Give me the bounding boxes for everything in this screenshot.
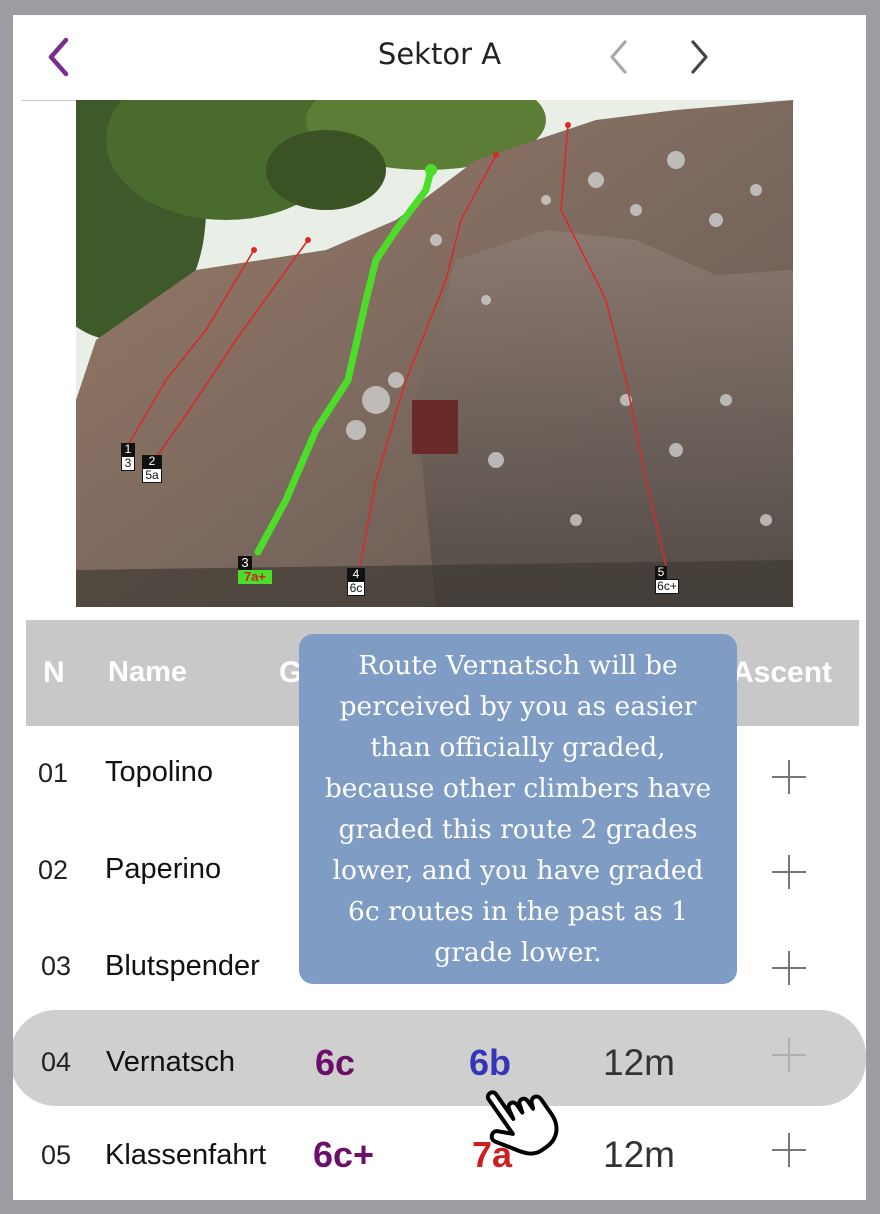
table-row[interactable]: 05 Klassenfahrt 6c+ 7a 12m — [13, 1106, 866, 1200]
perceived-grade-tooltip: Route Vernatsch will be perceived by you… — [299, 634, 737, 984]
tooltip-line: perceived by you as easier — [339, 691, 697, 722]
route-length: 12m — [603, 1134, 675, 1175]
app-screen: Sektor A — [13, 15, 866, 1200]
chevron-left-icon — [610, 40, 627, 74]
topo-label-route-5[interactable]: 5 6c+ — [655, 566, 679, 594]
route-number: 01 — [38, 758, 69, 788]
topo-label-route-3[interactable]: 3 7a+ — [238, 556, 272, 584]
topo-route-grade: 5a — [142, 468, 162, 483]
topo-route-number: 3 — [238, 556, 252, 570]
tooltip-line: grade lower. — [434, 937, 602, 968]
column-header-ascent: Ascent — [732, 656, 833, 689]
topo-route-number: 5 — [655, 566, 667, 579]
add-ascent-button[interactable] — [772, 855, 806, 889]
route-number: 05 — [41, 1140, 72, 1170]
add-ascent-button[interactable] — [772, 760, 806, 794]
route-number: 04 — [41, 1047, 72, 1077]
topo-label-route-2[interactable]: 2 5a — [142, 455, 162, 483]
route-number: 03 — [41, 951, 72, 981]
route-length: 12m — [603, 1042, 675, 1083]
back-button[interactable] — [39, 35, 79, 79]
tooltip-line: 6c routes in the past as 1 — [347, 896, 689, 927]
route-name: Blutspender — [105, 950, 260, 982]
route-number: 02 — [38, 855, 69, 885]
table-row[interactable]: 01 Topolino — [13, 725, 866, 821]
tooltip-line: lower, and you have graded — [332, 855, 704, 886]
sign-board — [412, 400, 458, 454]
route-name: Vernatsch — [106, 1046, 235, 1078]
topo-route-number: 2 — [142, 455, 162, 468]
previous-sector-button[interactable] — [601, 35, 637, 79]
topo-label-route-1[interactable]: 1 3 — [121, 443, 135, 471]
perceived-grade[interactable]: 6b — [469, 1042, 512, 1083]
topo-route-grade: 6c+ — [655, 579, 679, 594]
table-row[interactable]: 03 Blutspender — [13, 918, 866, 1014]
route-name: Topolino — [105, 756, 214, 788]
topo-route-grade: 6c — [347, 581, 365, 596]
route-name: Paperino — [105, 853, 222, 885]
topo-route-number: 1 — [121, 443, 135, 456]
chevron-left-icon — [48, 37, 69, 77]
page-title: Sektor A — [377, 37, 502, 71]
topo-label-route-4[interactable]: 4 6c — [347, 568, 365, 596]
official-grade: 6c — [315, 1042, 356, 1083]
tooltip-line: because other climbers have — [324, 773, 712, 804]
column-header-number: N — [43, 656, 65, 689]
tooltip-line: Route Vernatsch will be — [358, 650, 678, 681]
topo-route-grade: 7a+ — [238, 570, 272, 584]
next-sector-button[interactable] — [681, 35, 717, 79]
official-grade: 6c+ — [313, 1134, 375, 1175]
add-ascent-button[interactable] — [772, 951, 806, 985]
route-name: Klassenfahrt — [105, 1139, 267, 1171]
topo-route-number: 4 — [347, 568, 365, 581]
topo-image[interactable] — [76, 100, 793, 607]
tooltip-line: than officially graded, — [370, 732, 666, 763]
add-ascent-button[interactable] — [772, 1038, 806, 1072]
header-bar: Sektor A — [13, 15, 866, 101]
column-header-name: Name — [108, 656, 187, 688]
table-row-selected[interactable]: 04 Vernatsch 6c 6b 12m — [13, 1010, 866, 1106]
chevron-right-icon — [691, 40, 708, 74]
hand-pointer-icon — [485, 1090, 559, 1156]
add-ascent-button[interactable] — [772, 1133, 806, 1167]
topo-route-grade: 3 — [121, 456, 135, 471]
table-row[interactable]: 02 Paperino — [13, 822, 866, 918]
tooltip-line: graded this route 2 grades — [338, 814, 698, 845]
column-header-grade: G — [279, 656, 303, 689]
